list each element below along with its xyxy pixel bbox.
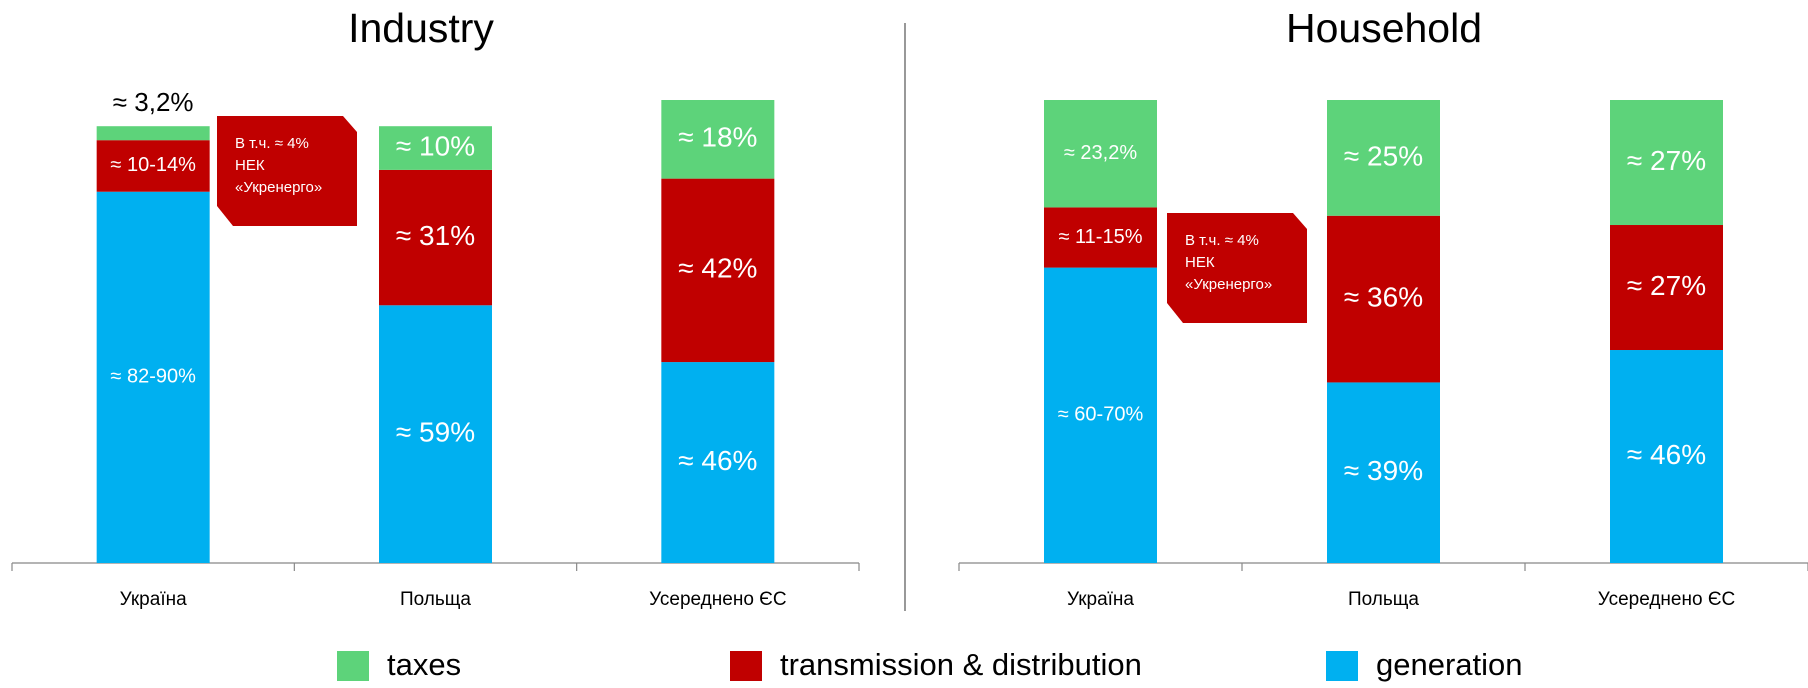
callout-text: «Укренерго» — [1185, 276, 1272, 293]
x-tick-label: Усереднено ЄС — [649, 589, 786, 610]
callout-text: «Укренерго» — [235, 179, 322, 196]
callout-text: В т.ч. ≈ 4% — [1185, 232, 1259, 249]
bar-segment — [1610, 100, 1723, 226]
value-label: ≈ 27% — [1627, 270, 1706, 301]
value-label: ≈ 59% — [396, 417, 475, 448]
value-label: ≈ 46% — [1627, 439, 1706, 470]
bar-segment — [1327, 215, 1440, 383]
value-label: ≈ 11-15% — [1059, 226, 1143, 248]
legend-label: transmission & distribution — [780, 647, 1142, 682]
value-label: ≈ 82-90% — [110, 366, 196, 388]
value-label: ≈ 46% — [678, 445, 757, 476]
legend-swatch — [1326, 651, 1358, 681]
value-label: ≈ 42% — [678, 253, 757, 284]
bar-segment — [661, 362, 775, 563]
bar-segment — [1327, 382, 1440, 563]
bar-segment — [96, 126, 210, 141]
value-label: ≈ 18% — [678, 122, 757, 153]
value-label: ≈ 36% — [1344, 281, 1423, 312]
legend-label: taxes — [387, 647, 461, 682]
value-label: ≈ 27% — [1627, 145, 1706, 176]
callout-text: НЕК — [235, 157, 265, 174]
chart-title: Industry — [348, 5, 494, 51]
bar-segment — [1327, 100, 1440, 216]
x-tick-label: Польща — [400, 589, 471, 610]
bar-segment — [1610, 350, 1723, 563]
value-label: ≈ 39% — [1344, 455, 1423, 486]
bar-segment — [661, 100, 775, 179]
bar-segment — [379, 126, 492, 170]
value-label: ≈ 60-70% — [1058, 404, 1144, 426]
bar-segment — [96, 140, 210, 192]
value-label: ≈ 25% — [1344, 140, 1423, 171]
value-label: ≈ 10% — [396, 130, 475, 161]
legend-label: generation — [1376, 647, 1523, 682]
value-label: ≈ 10-14% — [110, 154, 196, 176]
value-label: ≈ 23,2% — [1064, 142, 1137, 164]
value-label: ≈ 3,2% — [113, 87, 194, 117]
bar-segment — [661, 178, 775, 363]
chart-title: Household — [1286, 5, 1482, 51]
callout — [217, 116, 357, 226]
x-tick-label: Україна — [120, 589, 187, 610]
legend-swatch — [337, 651, 369, 681]
legend-swatch — [730, 651, 762, 681]
bar-segment — [96, 191, 210, 563]
bar-segment — [1044, 100, 1157, 208]
x-tick-label: Україна — [1067, 589, 1134, 610]
bar-segment — [1044, 207, 1157, 268]
bar-segment — [379, 169, 492, 306]
callout — [1167, 213, 1307, 323]
value-label: ≈ 31% — [396, 220, 475, 251]
x-tick-label: Польща — [1348, 589, 1419, 610]
callout-text: НЕК — [1185, 254, 1215, 271]
bar-segment — [1044, 267, 1157, 563]
callout-text: В т.ч. ≈ 4% — [235, 135, 309, 152]
bar-segment — [379, 305, 492, 563]
x-tick-label: Усереднено ЄС — [1598, 589, 1735, 610]
bar-segment — [1610, 225, 1723, 351]
